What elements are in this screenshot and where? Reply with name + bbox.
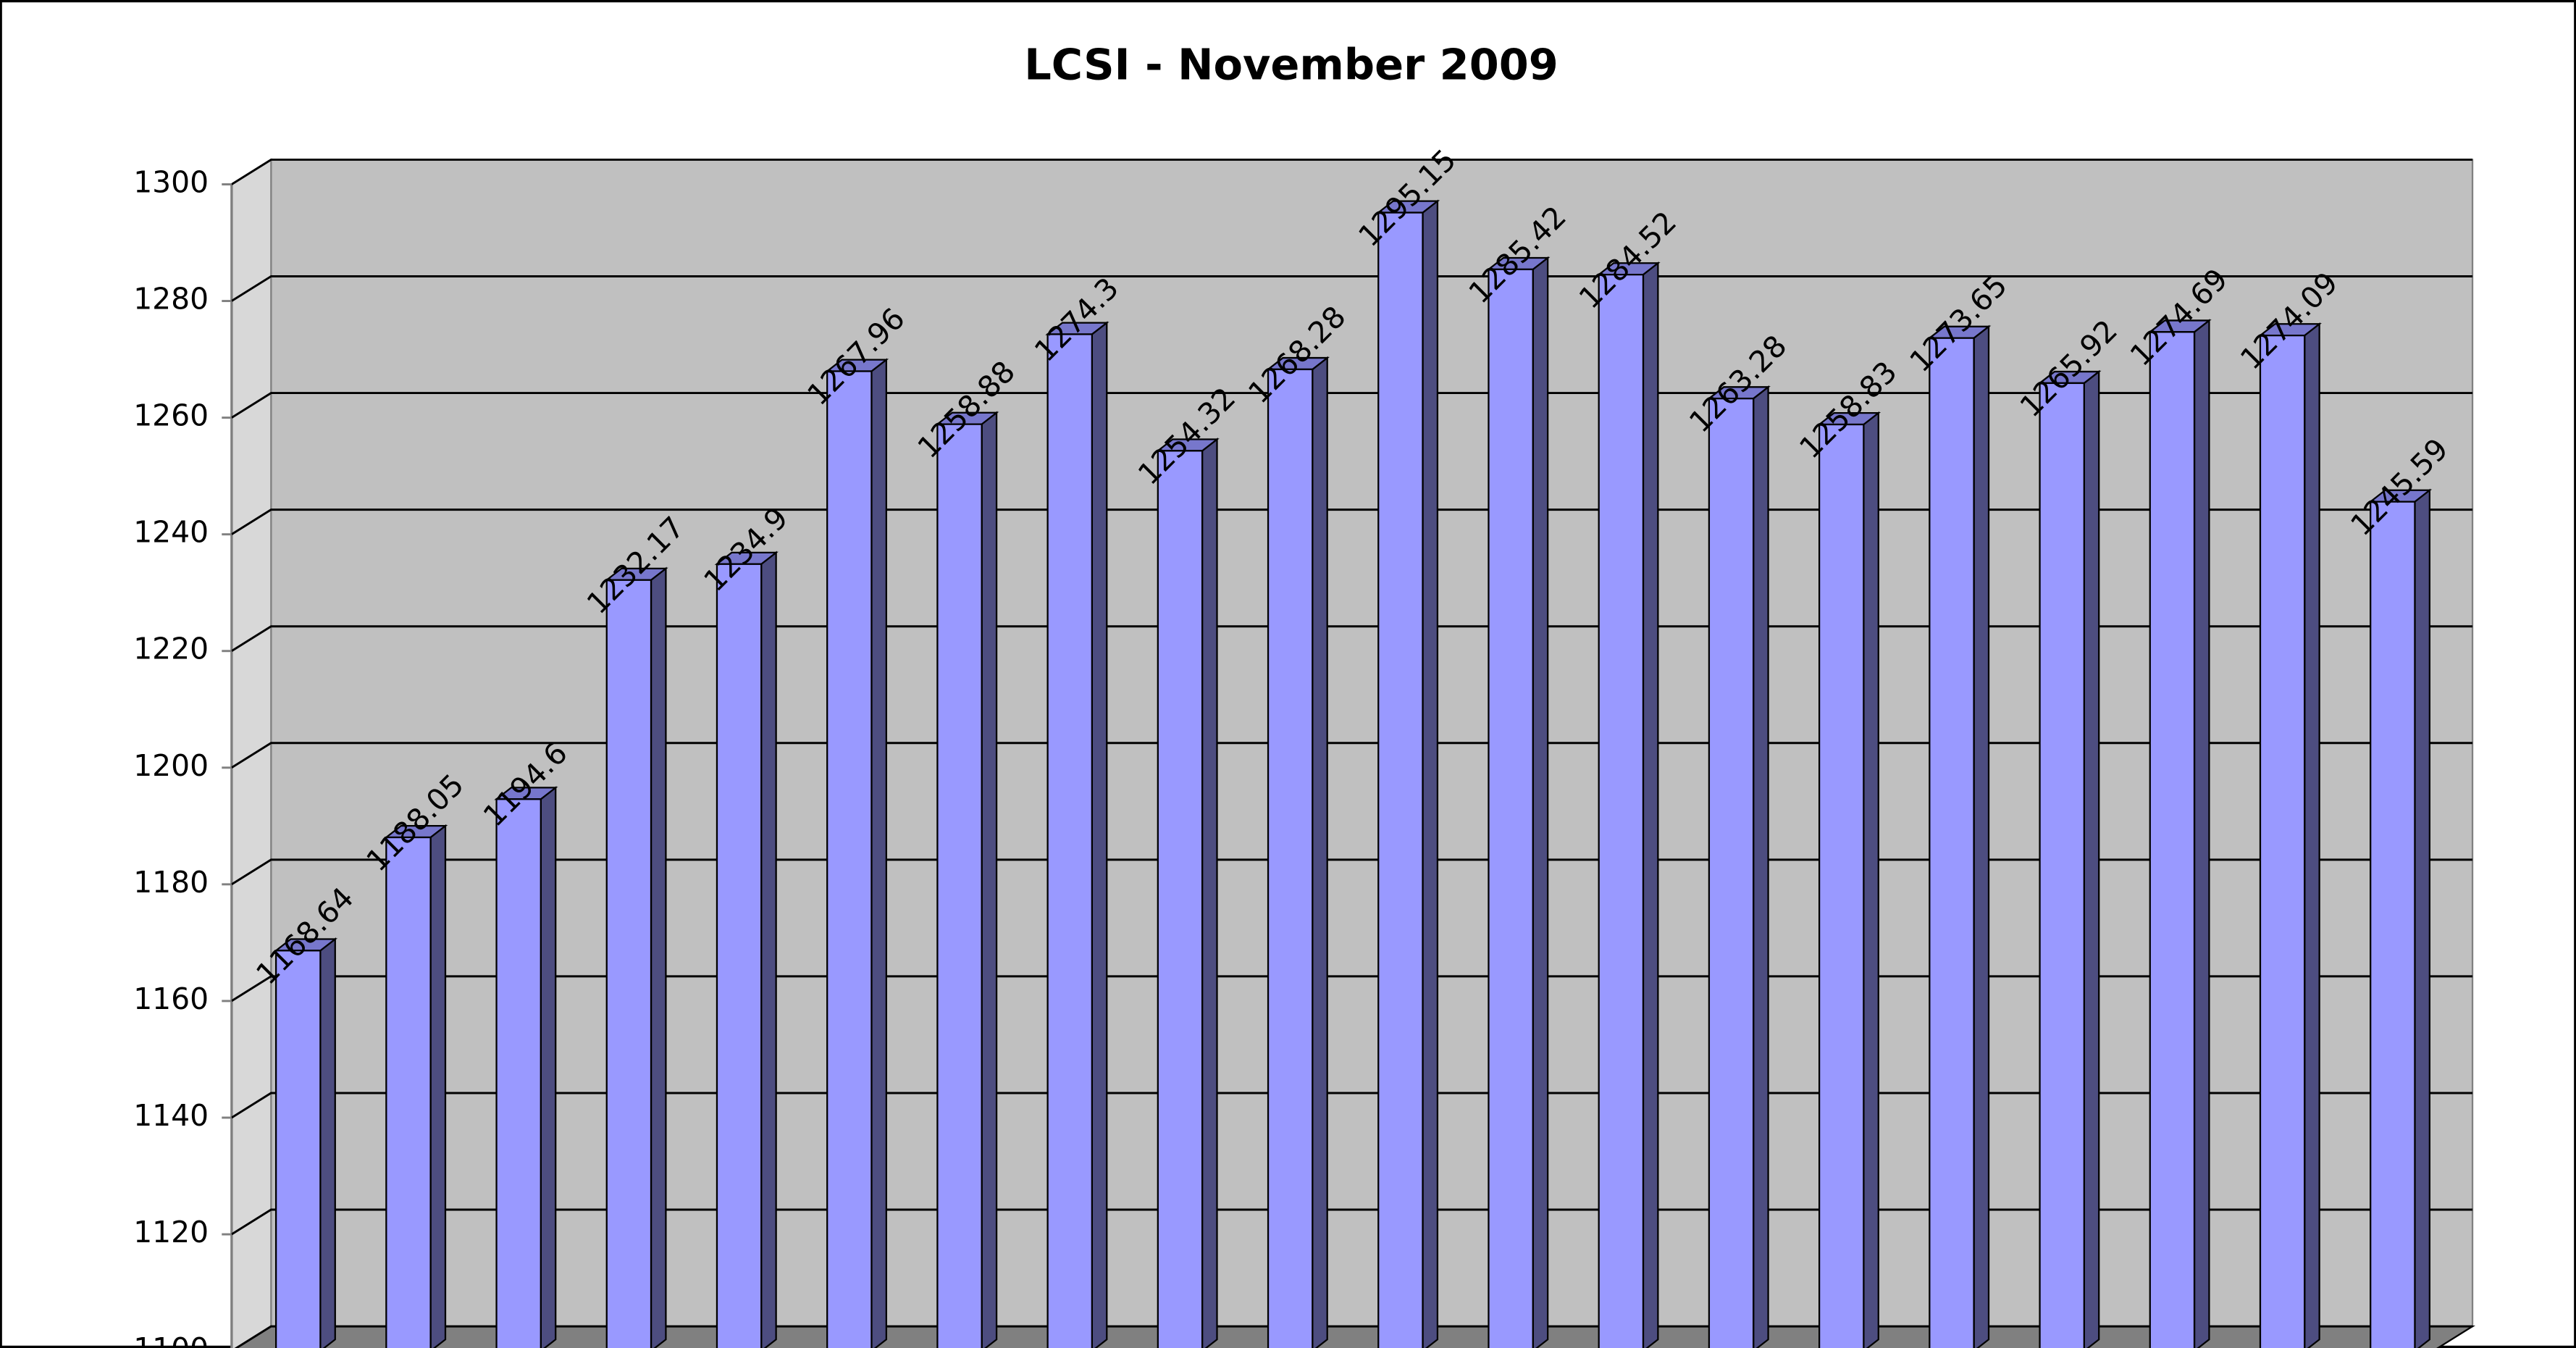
bar	[2370, 501, 2416, 1348]
bar	[1488, 268, 1534, 1348]
bar-side	[2083, 369, 2100, 1348]
y-tick-label: 1260	[133, 398, 209, 433]
bar-side	[1863, 411, 1879, 1348]
bar	[495, 798, 542, 1348]
plot-area: 1100 1120 1140 1160 1180 1200 1220 1240 1260 1280…	[133, 143, 2476, 1348]
y-tick-label: 1140	[133, 1098, 209, 1133]
y-tick-label: 1220	[133, 632, 209, 666]
bar	[716, 563, 763, 1348]
bar	[1598, 274, 1645, 1348]
y-tick-label: 1280	[133, 282, 209, 317]
bar-side	[1091, 321, 1108, 1348]
bar-side	[760, 550, 777, 1348]
bar	[1046, 333, 1094, 1348]
grid-line	[231, 158, 2473, 185]
bar-side	[1312, 356, 1328, 1348]
bar-side	[650, 566, 667, 1348]
bar	[1267, 368, 1314, 1348]
bar	[605, 579, 653, 1348]
bar-side	[540, 786, 557, 1348]
bar-side	[981, 411, 998, 1348]
bar	[2039, 382, 2085, 1348]
y-tick-label: 1300	[133, 164, 209, 199]
bar	[2259, 335, 2306, 1348]
bar-side	[2414, 488, 2431, 1348]
bar-side	[1973, 325, 1990, 1348]
chart-title: LCSI - November 2009	[1024, 40, 1558, 90]
bar	[936, 423, 983, 1348]
y-tick-label: 1180	[133, 865, 209, 900]
bar	[1377, 212, 1424, 1348]
bar-side	[2304, 322, 2320, 1348]
floor	[235, 1325, 2476, 1348]
bar-side	[429, 824, 447, 1348]
grid-line	[231, 275, 2473, 302]
y-tick-label: 1240	[133, 515, 209, 550]
bar	[1708, 398, 1755, 1348]
y-tick-label: 1100	[133, 1331, 209, 1348]
bar-side	[870, 358, 887, 1348]
y-tick-label: 1160	[133, 981, 209, 1016]
bar-side	[1532, 256, 1549, 1348]
y-tick-label: 1120	[133, 1215, 209, 1249]
bar	[385, 836, 432, 1348]
bar	[274, 950, 322, 1348]
bar	[1929, 337, 1975, 1348]
y-tick-label: 1200	[133, 748, 209, 783]
side-wall	[230, 158, 272, 1348]
bar-side	[1753, 385, 1769, 1348]
bar-side	[1422, 199, 1439, 1348]
bar-side	[2193, 319, 2210, 1348]
bar	[826, 370, 873, 1348]
bar-side	[1201, 438, 1218, 1348]
bar	[1818, 423, 1865, 1348]
bar	[2149, 331, 2196, 1348]
bar-side	[1642, 261, 1659, 1348]
bar	[1157, 450, 1204, 1348]
bar-side	[319, 937, 336, 1348]
